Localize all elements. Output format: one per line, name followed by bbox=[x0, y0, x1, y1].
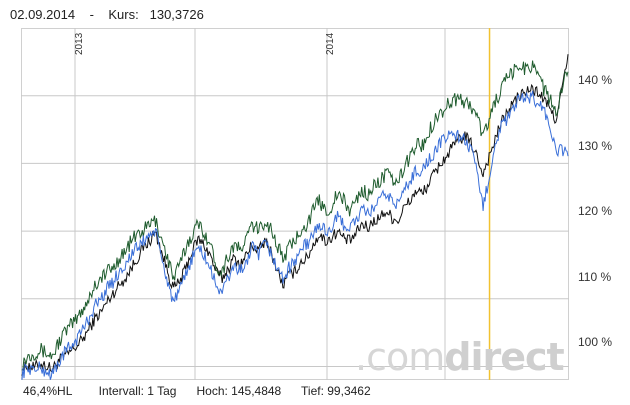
tief-value: Tief: 99,3462 bbox=[301, 384, 371, 398]
y-tick-label-120: 120 % bbox=[578, 204, 613, 218]
chart-footer: 46,4%HL Intervall: 1 Tag Hoch: 145,4848 … bbox=[23, 384, 371, 398]
y-tick-label-100: 100 % bbox=[578, 335, 613, 349]
plot-frame bbox=[21, 28, 569, 380]
hl-value: 46,4%HL bbox=[23, 384, 72, 398]
series-line-2 bbox=[21, 90, 569, 380]
y-tick-label-110: 110 % bbox=[578, 270, 612, 284]
comdirect-watermark: .comdirect bbox=[355, 335, 565, 379]
chart-plot-area[interactable] bbox=[21, 28, 569, 380]
watermark-com: .com bbox=[355, 335, 445, 379]
series-line-1 bbox=[21, 60, 569, 371]
price-chart[interactable] bbox=[21, 28, 569, 380]
y-tick-label-140: 140 % bbox=[578, 73, 613, 87]
watermark-direct: direct bbox=[444, 335, 564, 379]
header-separator: - bbox=[89, 7, 94, 22]
kurs-value: 130,3726 bbox=[149, 7, 204, 22]
series-line-0 bbox=[21, 54, 569, 376]
kurs-label: Kurs: bbox=[108, 7, 139, 22]
x-tick-label-2014: 2014 bbox=[325, 32, 336, 55]
x-tick-label-2013: 2013 bbox=[74, 32, 85, 55]
intervall-value: Intervall: 1 Tag bbox=[98, 384, 177, 398]
y-tick-label-130: 130 % bbox=[578, 139, 613, 153]
date-label: 02.09.2014 bbox=[10, 7, 76, 22]
chart-header: 02.09.2014 - Kurs: 130,3726 bbox=[10, 7, 204, 22]
hoch-value: Hoch: 145,4848 bbox=[196, 384, 282, 398]
